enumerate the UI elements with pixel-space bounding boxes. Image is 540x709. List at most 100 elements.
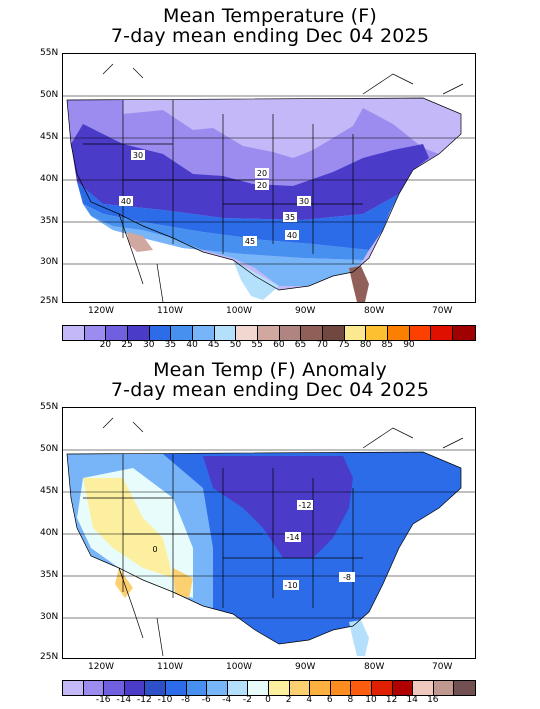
lat-label: 50N <box>40 444 59 454</box>
contour-label: 20 <box>257 169 267 178</box>
colorbar-label: 10 <box>365 695 377 705</box>
colorbar-swatch <box>433 681 455 695</box>
colorbar-swatch <box>409 326 432 340</box>
colorbar-label: 90 <box>403 340 415 350</box>
colorbar-label: 65 <box>294 340 307 350</box>
temp-region-45 <box>91 216 363 286</box>
temperature-colorbar-labels: 20 25 30 35 40 45 50 55 60 65 70 75 80 85 90 <box>62 340 474 352</box>
contour-label: -8 <box>343 573 351 582</box>
lat-label: 35N <box>40 216 59 226</box>
anomaly-map-title-line1: Mean Temp (F) Anomaly <box>153 359 387 381</box>
colorbar-label: 50 <box>229 340 242 350</box>
colorbar-label: -16 <box>95 695 111 705</box>
colorbar-label: -8 <box>181 695 191 705</box>
colorbar-swatch <box>413 681 434 695</box>
lon-label: 110W <box>157 662 184 672</box>
colorbar-swatch <box>149 326 172 340</box>
colorbar-swatch <box>301 326 324 340</box>
temp-region-texas-south <box>233 260 279 300</box>
contour-label: 30 <box>299 197 309 206</box>
contour-label: 40 <box>121 197 131 206</box>
temperature-map-canvas: 30 20 20 30 40 35 40 45 <box>63 63 475 302</box>
colorbar-label: 25 <box>121 340 133 350</box>
colorbar-swatch <box>310 681 331 695</box>
temp-region-30 <box>71 124 429 220</box>
lat-label: 50N <box>40 90 59 100</box>
temperature-map-title-line1: Mean Temperature (F) <box>163 5 377 27</box>
colorbar-swatch <box>227 681 249 695</box>
colorbar-swatch <box>165 681 187 695</box>
lat-label: 35N <box>40 570 59 580</box>
lon-label: 120W <box>88 306 115 316</box>
colorbar-label: 12 <box>385 695 398 705</box>
contour-label: -10 <box>284 581 297 590</box>
colorbar-swatch <box>268 681 290 695</box>
colorbar-swatch <box>351 681 372 695</box>
contour-label: 35 <box>285 213 295 222</box>
contour-label: 0 <box>152 545 157 554</box>
colorbar-swatch <box>323 326 345 340</box>
colorbar-swatch <box>453 326 475 340</box>
temp-region-florida <box>349 266 369 302</box>
colorbar-label: 60 <box>273 340 285 350</box>
lon-label: 100W <box>226 306 253 316</box>
colorbar-label: 16 <box>427 695 439 705</box>
colorbar-swatch <box>344 326 367 340</box>
lat-label: 25N <box>40 652 59 662</box>
colorbar-label: 4 <box>306 695 313 705</box>
lat-label: 55N <box>40 48 59 58</box>
colorbar-swatch <box>388 326 410 340</box>
lon-label: 110W <box>157 306 184 316</box>
lon-label: 80W <box>364 662 385 672</box>
colorbar-swatch <box>366 326 389 340</box>
colorbar-swatch <box>63 326 85 340</box>
temperature-colorbar <box>62 325 476 341</box>
colorbar-label: 75 <box>338 340 350 350</box>
lat-label: 25N <box>40 296 59 306</box>
contour-label: 45 <box>245 237 255 246</box>
colorbar-swatch <box>186 681 208 695</box>
colorbar-swatch <box>106 326 129 340</box>
anom-region-north-central <box>203 456 353 558</box>
colorbar-label: 55 <box>251 340 263 350</box>
colorbar-label: 14 <box>406 695 418 705</box>
anomaly-map-canvas: -12 -14 -8 -10 0 <box>63 417 475 657</box>
colorbar-swatch <box>392 681 414 695</box>
lat-label: 40N <box>40 528 59 538</box>
colorbar-label: 40 <box>186 340 198 350</box>
colorbar-label: 8 <box>347 695 354 705</box>
colorbar-swatch <box>128 326 150 340</box>
colorbar-swatch <box>289 681 311 695</box>
colorbar-swatch <box>83 681 105 695</box>
lon-label: 80W <box>364 306 385 316</box>
colorbar-swatch <box>279 326 302 340</box>
colorbar-swatch <box>124 681 146 695</box>
lat-label: 30N <box>40 257 59 267</box>
colorbar-swatch <box>214 326 237 340</box>
colorbar-swatch <box>104 681 125 695</box>
colorbar-swatch <box>454 681 475 695</box>
colorbar-swatch <box>84 326 107 340</box>
temp-region-35 <box>77 182 399 250</box>
colorbar-label: -4 <box>222 695 232 705</box>
colorbar-label: -10 <box>157 695 173 705</box>
colorbar-label: 20 <box>99 340 112 350</box>
temperature-map: 30 20 20 30 40 35 40 45 <box>62 53 476 303</box>
lon-label: 90W <box>295 662 316 672</box>
lat-label: 40N <box>40 174 59 184</box>
colorbar-swatch <box>145 681 166 695</box>
colorbar-label: 85 <box>381 340 393 350</box>
colorbar-swatch <box>371 681 393 695</box>
contour-label: 40 <box>287 231 297 240</box>
colorbar-swatch <box>207 681 228 695</box>
anomaly-colorbar <box>62 680 476 696</box>
lat-label: 45N <box>40 486 59 496</box>
lon-label: 90W <box>295 306 316 316</box>
colorbar-swatch <box>63 681 84 695</box>
lon-label: 100W <box>226 662 253 672</box>
lat-label: 45N <box>40 132 59 142</box>
colorbar-swatch <box>431 326 454 340</box>
colorbar-label: 80 <box>359 340 372 350</box>
contour-label: 30 <box>133 151 143 160</box>
contour-label: 20 <box>257 181 267 190</box>
